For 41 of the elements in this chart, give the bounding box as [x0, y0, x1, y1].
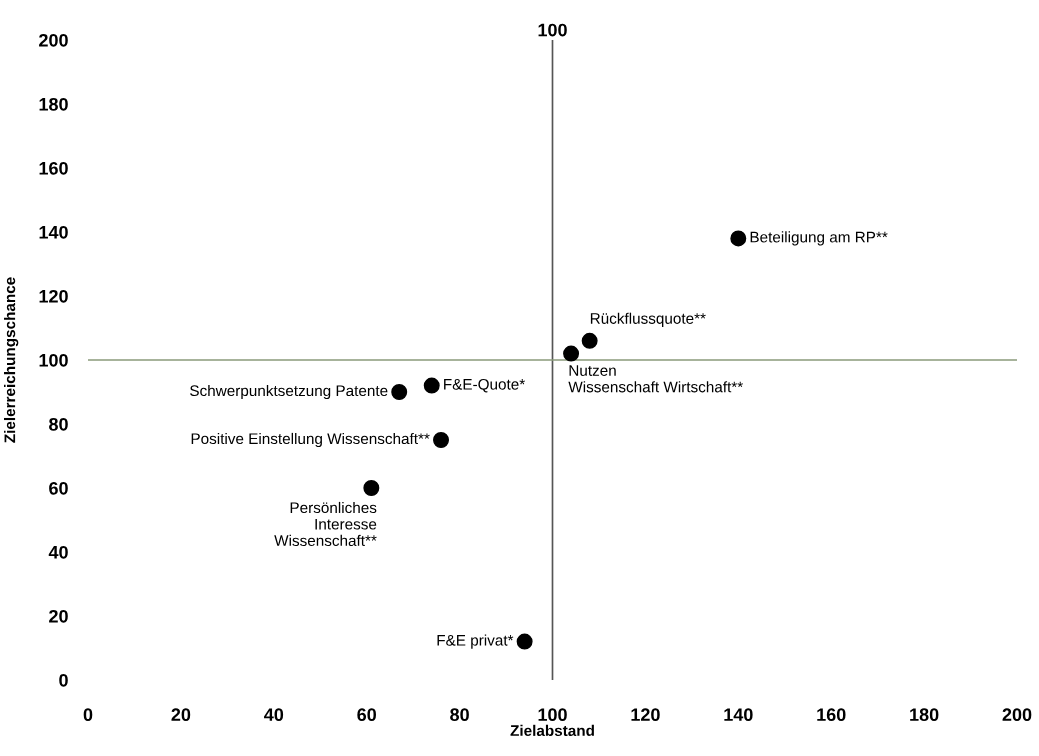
annotation: Schwerpunktsetzung Patente — [190, 384, 388, 400]
point — [730, 230, 747, 247]
point — [433, 432, 449, 448]
y-tick-label: 120 — [39, 289, 68, 303]
x-tick-label: 60 — [357, 708, 376, 722]
annotation: F&E privat* — [437, 634, 514, 649]
y-tick-label: 200 — [39, 33, 68, 47]
y-tick-label: 180 — [39, 97, 68, 111]
y-tick-label: 0 — [59, 673, 68, 687]
x-tick-label: 120 — [631, 708, 660, 722]
annotation: Rückflussquote** — [590, 312, 706, 327]
y-tick-label: 40 — [48, 545, 68, 559]
annotation: Beteiligung am RP** — [750, 231, 888, 246]
annotation: F&E-Quote* — [444, 378, 525, 393]
ref-line-label: 100 — [538, 23, 567, 37]
point — [516, 633, 533, 650]
x-tick-label: 100 — [538, 708, 567, 722]
x-tick-label: 180 — [910, 708, 939, 722]
point — [563, 345, 580, 362]
y-tick-label: 140 — [39, 225, 68, 239]
annotation: Positive Einstellung Wissenschaft** — [191, 432, 430, 448]
x-axis-title: Zielabstand — [510, 724, 594, 737]
x-tick-label: 160 — [817, 708, 846, 722]
point — [391, 384, 408, 400]
y-tick-label: 100 — [39, 353, 68, 367]
y-tick-label: 60 — [49, 481, 68, 495]
y-tick-label: 160 — [39, 161, 68, 175]
x-tick-label: 40 — [264, 708, 284, 722]
x-tick-label: 140 — [724, 708, 753, 722]
x-tick-label: 0 — [83, 708, 93, 722]
point — [423, 377, 440, 394]
y-tick-label: 20 — [49, 609, 68, 623]
point — [581, 332, 598, 349]
annotation: Nutzen Wissenschaft Wirtschaft** — [568, 365, 743, 393]
point — [363, 480, 380, 496]
x-tick-label: 200 — [1002, 708, 1032, 722]
y-tick-label: 80 — [49, 417, 68, 431]
x-tick-label: 80 — [450, 708, 469, 722]
y-axis-title: Zielerreichungschance — [4, 277, 19, 443]
x-tick-label: 20 — [171, 708, 191, 722]
annotation: Persönliches Interesse Wissenschaft** — [274, 501, 377, 547]
